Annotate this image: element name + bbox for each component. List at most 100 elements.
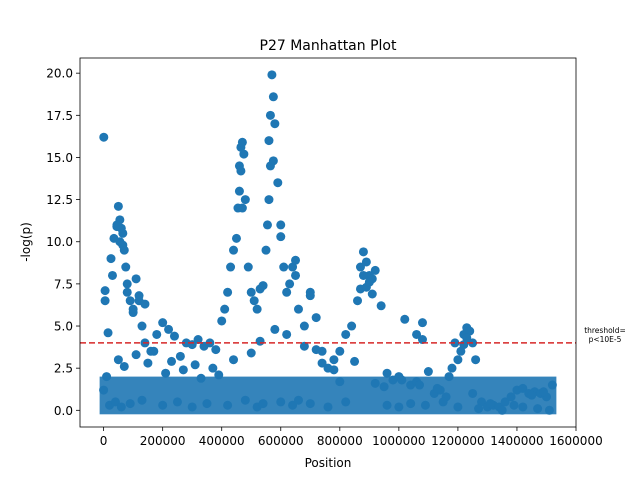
- y-tick-label: 0.0: [54, 404, 73, 418]
- data-point: [382, 400, 392, 410]
- data-point: [252, 304, 262, 314]
- data-point: [237, 203, 247, 213]
- data-point: [361, 257, 371, 267]
- data-point: [444, 372, 454, 382]
- data-point: [240, 195, 250, 205]
- data-point: [202, 399, 212, 409]
- data-point: [311, 345, 321, 355]
- data-point: [432, 383, 442, 393]
- data-point: [379, 382, 389, 392]
- y-tick-label: 5.0: [54, 320, 73, 334]
- data-point: [420, 400, 430, 410]
- threshold-label-line1: threshold=: [584, 326, 626, 335]
- data-point: [193, 335, 203, 345]
- data-point: [358, 270, 368, 280]
- data-point: [335, 377, 345, 387]
- data-point: [400, 314, 410, 324]
- data-point: [255, 336, 265, 346]
- data-point: [341, 329, 351, 339]
- data-point: [477, 397, 487, 407]
- data-point: [158, 400, 168, 410]
- data-point: [102, 372, 112, 382]
- data-point: [417, 318, 427, 328]
- data-point: [175, 351, 185, 361]
- data-point: [353, 296, 363, 306]
- y-axis: 0.0 2.5 5.0 7.5 10.0 12.5 15.0 17.5 20.0: [46, 67, 80, 418]
- data-point: [110, 397, 120, 407]
- data-point: [249, 296, 259, 306]
- data-point: [125, 399, 135, 409]
- data-point: [370, 378, 380, 388]
- x-axis-label: Position: [305, 456, 352, 470]
- data-point: [276, 220, 286, 230]
- x-tick-label: 200000: [140, 434, 186, 448]
- data-point: [99, 132, 109, 142]
- x-tick-label: 1600000: [549, 434, 602, 448]
- data-point: [293, 304, 303, 314]
- data-point: [128, 308, 138, 318]
- data-point: [223, 287, 233, 297]
- data-point: [285, 279, 295, 289]
- data-point: [178, 365, 188, 375]
- data-point: [258, 399, 268, 409]
- data-point: [518, 402, 528, 412]
- data-point: [112, 220, 122, 230]
- data-point: [258, 281, 268, 291]
- data-point: [305, 291, 315, 301]
- data-point: [137, 395, 147, 405]
- x-tick-label: 1000000: [372, 434, 425, 448]
- data-point: [518, 383, 528, 393]
- data-point: [100, 296, 110, 306]
- data-point: [471, 355, 481, 365]
- y-tick-label: 17.5: [46, 109, 73, 123]
- data-point: [509, 400, 519, 410]
- x-tick-label: 800000: [317, 434, 363, 448]
- data-point: [397, 375, 407, 385]
- data-point: [462, 333, 472, 343]
- y-tick-label: 12.5: [46, 193, 73, 207]
- data-point: [350, 356, 360, 366]
- data-point: [246, 348, 256, 358]
- data-point: [187, 402, 197, 412]
- y-tick-label: 20.0: [46, 67, 73, 81]
- data-point: [485, 399, 495, 409]
- x-tick-label: 400000: [199, 434, 245, 448]
- data-point: [453, 402, 463, 412]
- data-point: [125, 296, 135, 306]
- data-point: [474, 404, 484, 414]
- data-point: [376, 301, 386, 311]
- data-point: [456, 346, 466, 356]
- data-point: [500, 397, 510, 407]
- data-point: [282, 329, 292, 339]
- data-point: [341, 397, 351, 407]
- data-point: [118, 228, 128, 238]
- data-point: [116, 402, 126, 412]
- data-point: [223, 400, 233, 410]
- data-point: [364, 277, 374, 287]
- data-point: [412, 329, 422, 339]
- data-point: [382, 368, 392, 378]
- y-axis-label: -log(p): [19, 222, 33, 262]
- data-point: [438, 397, 448, 407]
- data-point: [270, 324, 280, 334]
- data-point: [234, 186, 244, 196]
- data-point: [172, 397, 182, 407]
- data-point: [468, 388, 478, 398]
- data-point: [465, 326, 475, 336]
- x-tick-label: 600000: [258, 434, 304, 448]
- y-tick-label: 2.5: [54, 362, 73, 376]
- data-point: [161, 368, 171, 378]
- data-point: [323, 402, 333, 412]
- x-tick-label: 1400000: [490, 434, 543, 448]
- data-point: [106, 254, 116, 264]
- data-point: [370, 265, 380, 275]
- data-point: [113, 355, 123, 365]
- data-point: [208, 363, 218, 373]
- data-point: [262, 220, 272, 230]
- data-point: [231, 233, 241, 243]
- data-point: [265, 110, 275, 120]
- data-point: [547, 380, 557, 390]
- data-point: [264, 136, 274, 146]
- data-point: [453, 355, 463, 365]
- data-point: [282, 287, 292, 297]
